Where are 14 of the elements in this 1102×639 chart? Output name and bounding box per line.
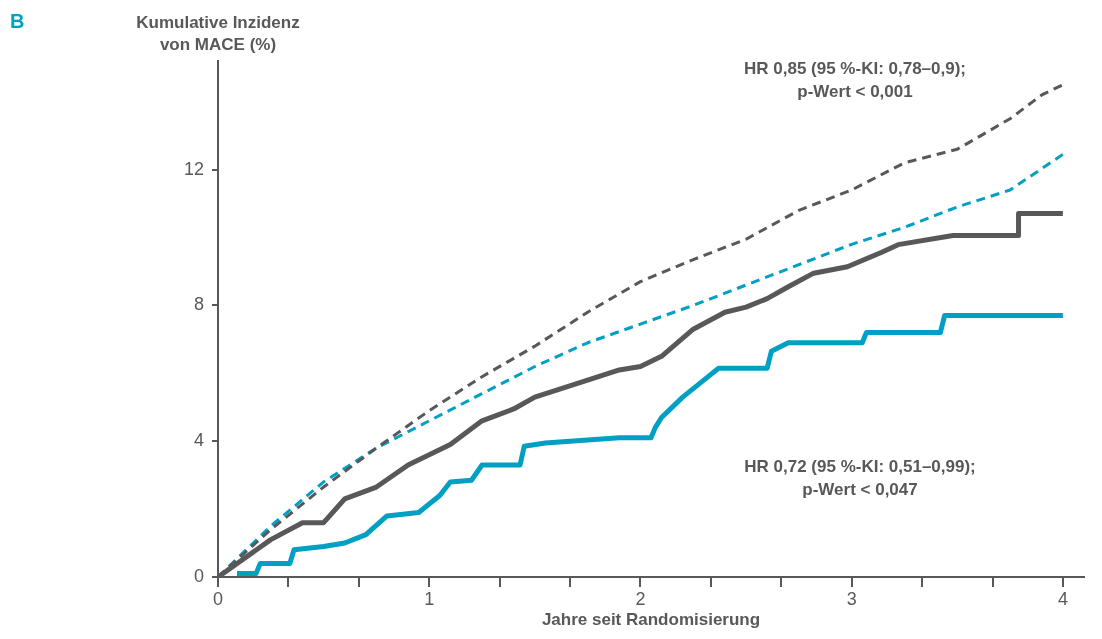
annotation: HR 0,85 (95 %-KI: 0,78–0,9); p-Wert < 0,001	[743, 58, 967, 103]
x-tick-label: 3	[846, 588, 857, 609]
x-tick-label: 1	[424, 588, 435, 609]
x-tick-label: 0	[212, 588, 224, 609]
y-axis-title: Kumulative Inzidenz von MACE (%)	[135, 12, 301, 56]
annotation: HR 0,72 (95 %-KI: 0,51–0,99); p-Wert < 0,047	[744, 456, 976, 501]
y-tick-label: 12	[183, 158, 204, 179]
x-tick-label: 4	[1057, 588, 1068, 609]
x-tick-label: 2	[635, 588, 646, 609]
y-tick-label: 4	[193, 430, 204, 451]
text: B	[10, 10, 25, 33]
y-tick-label: 8	[193, 294, 204, 315]
x-axis-title: Jahre seit Randomisierung	[541, 610, 761, 630]
y-tick-label: 0	[193, 565, 204, 586]
